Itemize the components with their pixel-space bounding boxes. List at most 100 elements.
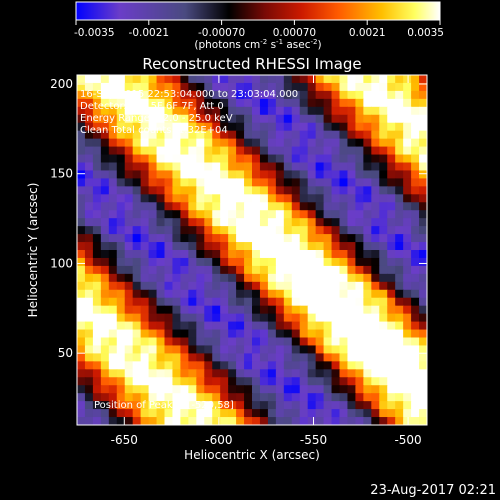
heatmap-cell [132,242,142,251]
heatmap-cell [403,122,412,132]
heatmap-cell [323,130,333,140]
heatmap-cell [395,234,404,243]
heatmap-cell [283,361,293,370]
heatmap-cell [315,281,325,291]
heatmap-cell [92,297,102,307]
heatmap-cell [307,297,317,307]
heatmap-cell [92,114,102,124]
heatmap-cell [148,329,158,339]
heatmap-cell [252,265,261,275]
heatmap-cell [379,242,388,251]
colorbar: -0.0035 -0.0021 -0.00070 0.00070 0.0021 0.003… [74,1,444,51]
heatmap-cell [395,98,404,108]
heatmap-cell [267,178,277,187]
heatmap-cell [100,178,110,187]
heatmap-cell [84,242,94,251]
heatmap-cell [363,369,372,378]
heatmap-cell [92,361,102,370]
heatmap-cell [267,82,277,92]
heatmap-cell [339,257,349,267]
heatmap-cell [315,369,325,378]
heatmap-cell [116,194,126,203]
heatmap-cell [403,234,412,243]
heatmap-cell [172,353,181,362]
heatmap-cell [379,281,388,291]
heatmap-cell [140,178,150,187]
heatmap-cell [275,313,285,323]
heatmap-cell [84,393,94,402]
heatmap-cell [228,289,237,299]
heatmap-cell [411,369,420,378]
heatmap-cell [84,369,94,378]
heatmap-cell [363,122,372,132]
heatmap-cell [283,242,293,251]
heatmap-cell [212,321,221,331]
heatmap-cell [172,369,181,378]
heatmap-cell [236,409,245,418]
heatmap-cell [140,289,150,299]
heatmap-cell [164,154,174,164]
heatmap-cell [307,114,317,124]
heatmap-cell [116,138,126,148]
heatmap-cell [196,345,205,354]
heatmap-cell [77,289,86,299]
heatmap-cell [387,170,396,179]
heatmap-cell [267,409,277,418]
heatmap-cell [172,385,181,394]
heatmap-cell [180,409,189,418]
heatmap-cell [164,305,174,315]
heatmap-cell [387,273,396,283]
heatmap-cell [164,281,174,291]
heatmap-cell [419,257,427,267]
heatmap-cell [244,417,253,425]
heatmap-cell [291,377,301,386]
heatmap-cell [387,401,396,410]
heatmap-cell [156,409,166,418]
heatmap-cell [347,361,356,370]
heatmap-cell [188,122,197,132]
heatmap-cell [148,154,158,164]
heatmap-cell [132,369,142,378]
heatmap-cell [188,393,197,402]
heatmap-cell [100,297,110,307]
heatmap-cell [164,162,174,172]
heatmap-cell [140,257,150,267]
heatmap-cell [100,234,110,243]
heatmap-cell [275,361,285,370]
heatmap-cell [419,329,427,339]
heatmap-cell [84,289,94,299]
heatmap-cell [411,265,420,275]
heatmap-cell [92,82,102,92]
heatmap-cell [148,242,158,251]
heatmap-cell [395,154,404,164]
heatmap-cell [92,98,102,108]
heatmap-cell [156,361,166,370]
heatmap-cell [148,114,158,124]
heatmap-cell [220,417,229,425]
heatmap-cell [387,385,396,394]
heatmap-cell [379,170,388,179]
heatmap-cell [379,98,388,108]
heatmap-cell [236,186,245,195]
heatmap-cell [236,353,245,362]
heatmap-cell [371,146,380,156]
heatmap-cell [411,250,420,259]
heatmap-cell [371,313,380,323]
heatmap-cell [379,146,388,156]
heatmap-cell [283,194,293,203]
heatmap-cell [259,82,269,92]
heatmap-cell [196,170,205,179]
heatmap-cell [92,178,102,187]
heatmap-cell [108,218,118,227]
heatmap-cell [419,401,427,410]
heatmap-cell [116,337,126,347]
heatmap-cell [212,130,221,140]
heatmap-cell [77,194,86,203]
heatmap-cell [228,75,237,84]
heatmap-cell [419,202,427,211]
heatmap-cell [156,337,166,347]
heatmap-cell [291,146,301,156]
heatmap-cell [275,122,285,132]
heatmap-cell [291,265,301,275]
heatmap-cell [100,154,110,164]
